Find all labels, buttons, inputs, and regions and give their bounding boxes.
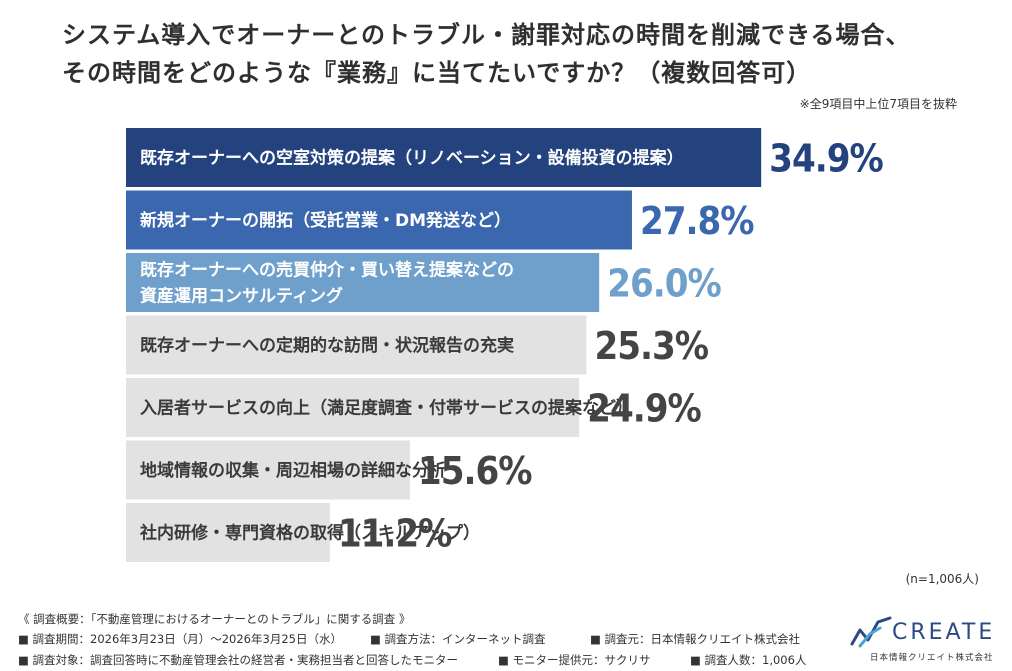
- value-label-1: 34.9%: [769, 137, 883, 181]
- survey-method: ■ 調査方法：インターネット調査: [370, 632, 546, 646]
- value-label-4: 25.3%: [594, 324, 708, 368]
- respondent-count: ■ 調査人数：1,006人: [690, 653, 807, 667]
- value-label-5: 24.9%: [587, 387, 701, 431]
- logo-wordmark: CREATE: [892, 620, 996, 645]
- create-logo: CREATE 日本情報クリエイト株式会社: [850, 614, 993, 666]
- create-logo-mark-icon: [850, 616, 892, 648]
- value-label-2: 27.8%: [640, 199, 754, 243]
- bar-chart: 既存オーナーへの空室対策の提案（リノベーション・設備投資の提案） 34.9% 新規オ…: [126, 128, 885, 562]
- bar-label-3-line-2: 資産運用コンサルティング: [140, 286, 343, 307]
- sample-size-note: (n=1,006人): [905, 572, 979, 586]
- survey-period: ■ 調査期間：2026年3月23日（月）～2026年3月25日（水）: [18, 632, 342, 646]
- monitor-provider: ■ モニター提供元：サクリサ: [498, 653, 651, 667]
- bar-1: [126, 128, 762, 187]
- bar-5: [126, 378, 580, 437]
- bar-label-2: 新規オーナーの開拓（受託営業・DM発送など）: [140, 210, 511, 231]
- value-label-3: 26.0%: [607, 262, 721, 306]
- bar-6: [126, 440, 410, 500]
- bar-3: [126, 253, 600, 312]
- title-line-1: システム導入でオーナーとのトラブル・謝罪対応の時間を削減できる場合、: [62, 21, 911, 49]
- bar-label-4: 既存オーナーへの定期的な訪問・状況報告の充実: [140, 335, 514, 356]
- excerpt-note: ※全9項目中上位7項目を抜粋: [799, 97, 957, 111]
- bar-label-6: 地域情報の収集・周辺相場の詳細な分析: [140, 460, 446, 481]
- bar-label-3-line-1: 既存オーナーへの売買仲介・買い替え提案などの: [140, 260, 514, 281]
- bar-label-5: 入居者サービスの向上（満足度調査・付帯サービスの提案など）: [140, 398, 633, 419]
- bar-4: [126, 315, 587, 375]
- survey-target: ■ 調査対象：調査回答時に不動産管理会社の経営者・実務担当者と回答したモニター: [18, 653, 459, 667]
- bar-7: [126, 503, 330, 562]
- survey-summary-heading: 《 調査概要：「不動産管理におけるオーナーとのトラブル」に関する調査 》: [18, 612, 411, 626]
- bar-label-7: 社内研修・専門資格の取得（スキルアップ）: [139, 523, 480, 544]
- title-line-2: その時間をどのような『業務』に当てたいですか？（複数回答可）: [62, 59, 812, 87]
- survey-organizer: ■ 調査元：日本情報クリエイト株式会社: [590, 632, 801, 646]
- value-label-6: 15.6%: [418, 449, 532, 493]
- chart-title: システム導入でオーナーとのトラブル・謝罪対応の時間を削減できる場合、 その時間を…: [62, 16, 982, 92]
- logo-company-name: 日本情報クリエイト株式会社: [870, 653, 994, 663]
- value-label-7: 11.2%: [338, 512, 452, 556]
- bar-2: [126, 190, 632, 250]
- bar-label-1: 既存オーナーへの空室対策の提案（リノベーション・設備投資の提案）: [140, 148, 684, 169]
